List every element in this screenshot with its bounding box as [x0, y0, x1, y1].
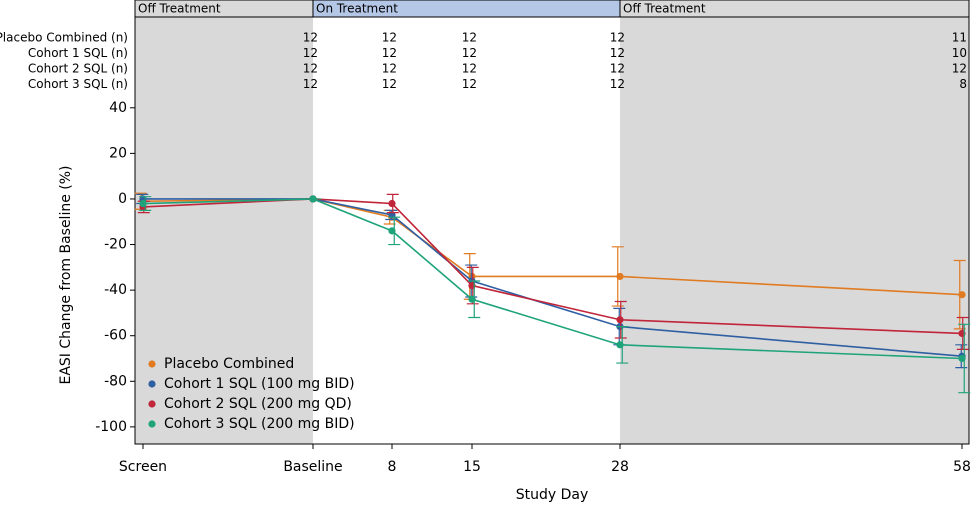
n-value: 12	[303, 77, 318, 91]
n-value: 12	[462, 77, 477, 91]
n-value: 12	[303, 46, 318, 60]
n-row-label: Cohort 1 SQL (n)	[28, 46, 128, 60]
data-point	[388, 199, 396, 208]
legend-label: Placebo Combined	[164, 356, 294, 372]
phase-label: Off Treatment	[138, 2, 221, 16]
n-value: 12	[303, 62, 318, 76]
phase-region	[135, 0, 313, 444]
n-value: 12	[610, 77, 625, 91]
legend-marker	[148, 400, 156, 408]
data-point	[139, 199, 147, 208]
data-point	[958, 354, 966, 363]
n-value: 11	[952, 31, 967, 45]
n-value: 12	[610, 62, 625, 76]
data-point	[616, 316, 624, 324]
y-tick-label: 40	[109, 100, 127, 116]
n-row-label: Cohort 2 SQL (n)	[28, 62, 128, 76]
n-value: 12	[382, 62, 397, 76]
x-tick-label: Baseline	[283, 459, 342, 475]
y-tick-label: -80	[104, 373, 127, 389]
data-point	[388, 227, 396, 235]
y-tick-label: -60	[104, 328, 127, 344]
n-value: 12	[610, 31, 625, 45]
data-point	[616, 341, 624, 349]
x-tick-label: 15	[463, 459, 481, 475]
y-axis-label: EASI Change from Baseline (%)	[58, 165, 74, 384]
series-line	[142, 198, 963, 360]
n-value: 12	[610, 46, 625, 60]
plot-background: Off Treatment On Treatment Off Treatment	[134, 0, 970, 445]
n-value: 12	[303, 31, 318, 45]
data-point	[468, 295, 476, 303]
plot-frame	[134, 0, 970, 445]
n-value: 12	[462, 46, 477, 60]
data-point	[616, 272, 624, 281]
y-tick-label: -100	[95, 419, 127, 435]
x-tick-label: 28	[611, 459, 629, 475]
phase-region	[620, 0, 969, 444]
data-point	[309, 195, 317, 203]
n-value: 12	[952, 62, 967, 76]
phase-label: On Treatment	[316, 2, 398, 16]
n-value: 12	[462, 62, 477, 76]
n-value: 12	[382, 46, 397, 60]
n-value: 12	[382, 31, 397, 45]
y-tick-label: 0	[118, 191, 127, 207]
phase-region	[313, 0, 620, 444]
data-point	[958, 291, 966, 299]
n-value: 12	[382, 77, 397, 91]
legend-marker	[148, 380, 156, 388]
legend-marker	[148, 420, 156, 428]
x-axis-label: Study Day	[516, 487, 589, 503]
n-row-label: Placebo Combined (n)	[0, 31, 128, 45]
y-tick-label: -40	[104, 282, 127, 298]
legend-label: Cohort 2 SQL (200 mg QD)	[164, 396, 352, 412]
x-tick-label: 8	[388, 459, 397, 475]
n-value: 10	[952, 46, 967, 60]
legend-marker	[148, 360, 156, 368]
legend-label: Cohort 1 SQL (100 mg BID)	[164, 376, 355, 392]
n-value: 12	[462, 31, 477, 45]
phase-label: Off Treatment	[623, 2, 706, 16]
x-tick-label: Screen	[119, 459, 167, 475]
y-tick-label: 20	[109, 145, 127, 161]
y-tick-label: -20	[104, 237, 127, 253]
x-tick-label: 58	[953, 459, 971, 475]
n-row-label: Cohort 3 SQL (n)	[28, 77, 128, 91]
n-value: 8	[959, 77, 967, 91]
legend-label: Cohort 3 SQL (200 mg BID)	[164, 416, 355, 432]
